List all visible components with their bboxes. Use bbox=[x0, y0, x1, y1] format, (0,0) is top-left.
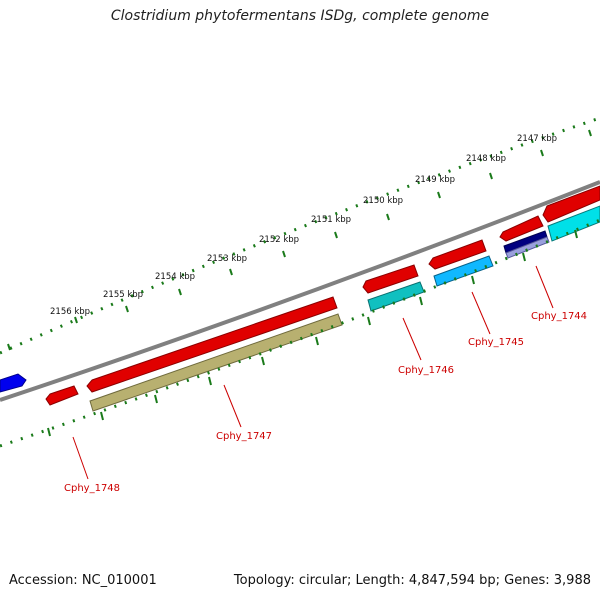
map-title: Clostridium phytofermentans ISDg, comple… bbox=[110, 8, 490, 24]
ruler-label: 2153 kbp bbox=[207, 254, 247, 264]
gene-arrow-cphy-1745-cds bbox=[428, 239, 487, 270]
ruler-label: 2149 kbp bbox=[415, 175, 455, 185]
gene-arrow-cphy-1744-cds bbox=[499, 215, 544, 242]
gene-label-cphy-1744: Cphy_1744 bbox=[531, 311, 587, 322]
gene-arrow-cphy-1746-cds bbox=[362, 264, 419, 294]
outer-major-ticks bbox=[7, 129, 592, 351]
gene-label-cphy-1748: Cphy_1748 bbox=[64, 483, 120, 494]
ruler-label: 2152 kbp bbox=[259, 235, 299, 245]
gene-bar-next bbox=[547, 205, 600, 242]
ruler-label: 2154 kbp bbox=[155, 272, 195, 282]
inner-major-ticks bbox=[47, 229, 578, 437]
blue-gene-feature bbox=[0, 373, 27, 393]
ruler-label: 2155 kbp bbox=[103, 290, 143, 300]
ruler-label: 2150 kbp bbox=[363, 196, 403, 206]
gene-label-cphy-1746: Cphy_1746 bbox=[398, 365, 454, 376]
gene-arrow-cphy-1747-cds bbox=[86, 296, 338, 393]
gene-labels: Cphy_1744 Cphy_1745 Cphy_1746 Cphy_1747 … bbox=[64, 311, 587, 494]
accession-text: Accession: NC_010001 bbox=[9, 573, 157, 588]
genome-backbone bbox=[0, 180, 600, 402]
ruler-label: 2148 kbp bbox=[466, 154, 506, 164]
gene-arrow-next-cds bbox=[542, 185, 600, 223]
ruler-label: 2147 kbp bbox=[517, 134, 557, 144]
gene-bar-cphy-1745 bbox=[433, 255, 494, 287]
gene-label-cphy-1747: Cphy_1747 bbox=[216, 431, 272, 442]
gene-label-cphy-1745: Cphy_1745 bbox=[468, 337, 524, 348]
ruler-labels: 2147 kbp 2148 kbp 2149 kbp 2150 kbp 2151… bbox=[50, 134, 557, 317]
gene-arrow-cphy-1748-cds bbox=[45, 385, 79, 406]
feature-track bbox=[89, 205, 600, 412]
label-leader-lines bbox=[72, 265, 554, 480]
ruler-label: 2151 kbp bbox=[311, 215, 351, 225]
inner-scale-ring bbox=[0, 218, 600, 448]
gene-bar-cphy-1747 bbox=[89, 313, 343, 412]
genome-summary-text: Topology: circular; Length: 4,847,594 bp… bbox=[233, 573, 591, 588]
ruler-label: 2156 kbp bbox=[50, 307, 90, 317]
forward-strand-genes bbox=[45, 185, 600, 406]
